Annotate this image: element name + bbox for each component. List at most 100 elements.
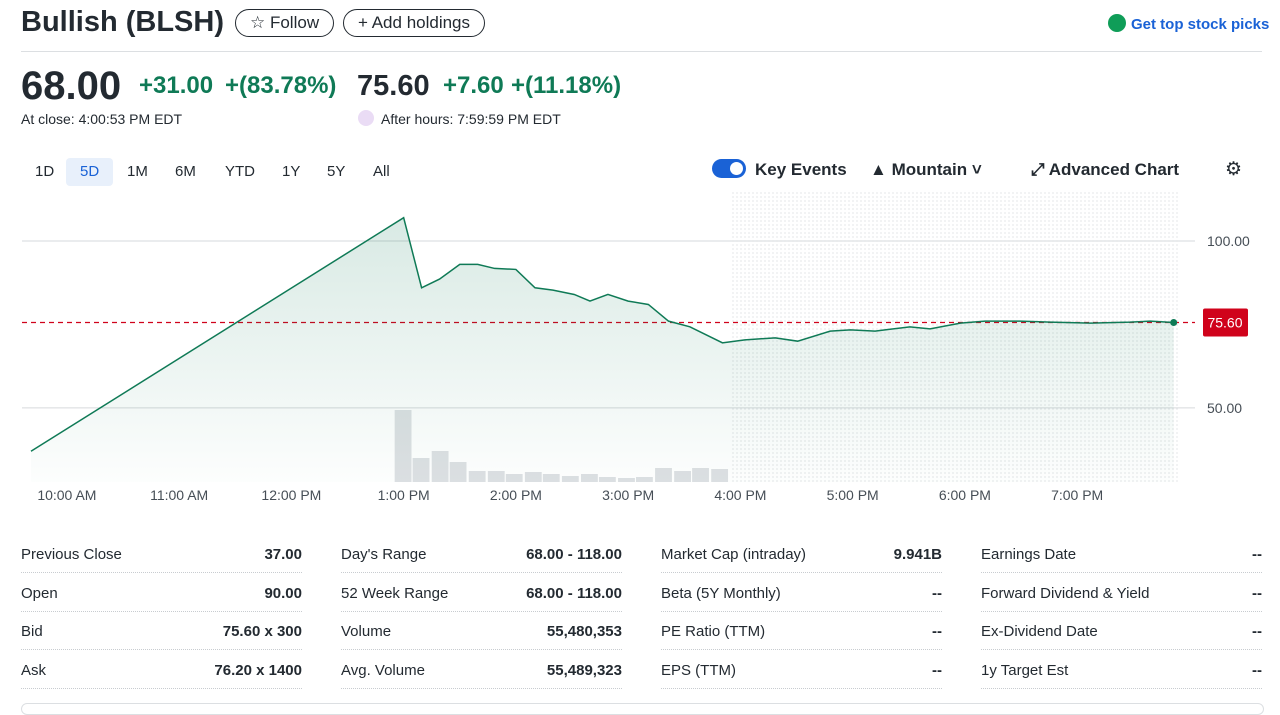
close-time: At close: 4:00:53 PM EDT (21, 111, 183, 127)
stat-value: -- (932, 623, 942, 640)
stat-row: PE Ratio (TTM) -- (661, 615, 942, 650)
range-button[interactable]: 5D (66, 158, 114, 186)
stat-row: Forward Dividend & Yield -- (981, 577, 1262, 612)
range-button[interactable]: 1D (35, 163, 55, 180)
picks-link[interactable]: Get top stock picks (1108, 14, 1269, 33)
x-tick-label: 11:00 AM (150, 487, 208, 503)
x-tick-label: 12:00 PM (261, 487, 321, 503)
chart: 100.00 50.00 10:00 AM 11:00 AM 12:00 PM 1:00 … (22, 190, 1250, 503)
ah-price: 75.60 (357, 70, 430, 102)
stat-value: 68.00 - 118.00 (526, 546, 622, 563)
stat-row: Ask 76.20 x 1400 (21, 654, 302, 689)
advanced-label: Advanced Chart (1048, 160, 1180, 179)
stat-label: EPS (TTM) (661, 661, 736, 679)
range-button[interactable]: 5Y (327, 163, 346, 180)
follow-button[interactable]: ☆ Follow (235, 9, 335, 37)
stat-label: Day's Range (341, 546, 427, 563)
stat-value: -- (932, 584, 942, 602)
stat-row: Day's Range 68.00 - 118.00 (341, 538, 622, 573)
stat-label: Market Cap (intraday) (661, 546, 807, 563)
stat-row: Market Cap (intraday) 9.941B (661, 538, 942, 573)
settings-icon[interactable]: ⚙ (1225, 159, 1243, 180)
mountain-select[interactable]: ▲ Mountain ˅ (870, 160, 982, 179)
next-panel (21, 703, 1264, 715)
stat-value: -- (1252, 546, 1262, 563)
stat-label: Avg. Volume (341, 661, 425, 679)
stat-row: EPS (TTM) -- (661, 654, 942, 689)
add-button[interactable]: + Add holdings (343, 9, 486, 37)
stat-value: -- (1252, 661, 1262, 679)
picks-label: Get top stock picks (1131, 16, 1270, 33)
stat-row: Beta (5Y Monthly) -- (661, 577, 942, 612)
x-tick-label: 5:00 PM (827, 487, 879, 503)
stat-value: 9.941B (893, 546, 942, 563)
stat-value: 75.60 x 300 (222, 623, 302, 640)
change-pct: +(83.78%) (225, 72, 337, 99)
stat-label: 52 Week Range (341, 584, 449, 602)
stat-label: Previous Close (21, 546, 122, 563)
price-line (30, 216, 1174, 452)
moon-icon (358, 110, 374, 126)
stat-label: Open (21, 584, 58, 602)
stat-label: 1y Target Est (981, 661, 1069, 679)
stat-row: Earnings Date -- (981, 538, 1262, 573)
range-button[interactable]: All (373, 163, 390, 180)
end-dot (1170, 318, 1178, 326)
stat-label: Ask (21, 661, 47, 679)
stat-value: -- (1252, 623, 1262, 640)
divider (21, 51, 1262, 52)
price: 68.00 (21, 64, 122, 108)
stat-label: Beta (5Y Monthly) (661, 584, 781, 602)
stat-value: 90.00 (264, 584, 302, 602)
ah-change: +7.60 (443, 72, 504, 99)
stat-label: Earnings Date (981, 546, 1077, 563)
range-button[interactable]: 6M (175, 163, 196, 180)
stat-row: Volume 55,480,353 (341, 615, 622, 650)
mountain-label: Mountain (891, 160, 968, 179)
range-button[interactable]: 1M (127, 163, 148, 180)
stat-label: Ex-Dividend Date (981, 623, 1098, 640)
x-tick-label: 3:00 PM (602, 487, 654, 503)
stat-row: Avg. Volume 55,489,323 (341, 654, 622, 689)
stat-value: 55,489,323 (546, 661, 622, 679)
stat-label: PE Ratio (TTM) (661, 623, 766, 640)
stat-row: Previous Close 37.00 (21, 538, 302, 573)
follow-label: Follow (269, 13, 320, 32)
stat-value: -- (1252, 584, 1262, 602)
stat-row: 1y Target Est -- (981, 654, 1262, 689)
advanced-chart[interactable]: ⤢ Advanced Chart (1031, 160, 1180, 179)
area (30, 217, 1174, 482)
stat-row: 52 Week Range 68.00 - 118.00 (341, 577, 622, 612)
stat-row: Open 90.00 (21, 577, 302, 612)
stat-label: Volume (341, 623, 392, 640)
range-button[interactable]: YTD (225, 163, 255, 180)
x-tick-label: 6:00 PM (939, 487, 991, 503)
stat-row: Ex-Dividend Date -- (981, 615, 1262, 650)
stat-value: 55,480,353 (546, 623, 622, 640)
stat-row: Bid 75.60 x 300 (21, 615, 302, 650)
stat-value: -- (932, 661, 942, 679)
y-tick-label: 50.00 (1207, 400, 1242, 416)
reference-badge (1203, 308, 1248, 337)
stat-value: 68.00 - 118.00 (526, 584, 622, 602)
x-tick-label: 7:00 PM (1051, 487, 1103, 503)
stat-label: Bid (21, 623, 43, 640)
x-tick-label: 4:00 PM (714, 487, 766, 503)
key-events[interactable]: Key Events (755, 160, 847, 179)
reference-label: 75.60 (1207, 314, 1242, 330)
x-tick-label: 1:00 PM (378, 487, 430, 503)
x-tick-label: 10:00 AM (37, 487, 96, 503)
title: Bullish (BLSH) (21, 6, 224, 38)
ah-pct: +(11.18%) (511, 72, 622, 99)
add-label: Add holdings (371, 13, 471, 32)
x-tick-label: 2:00 PM (490, 487, 542, 503)
stat-value: 76.20 x 1400 (214, 661, 302, 679)
stat-label: Forward Dividend & Yield (981, 584, 1150, 602)
toggle[interactable] (712, 159, 746, 178)
change: +31.00 (139, 72, 214, 99)
y-tick-label: 100.00 (1207, 233, 1250, 249)
range-button[interactable]: 1Y (282, 163, 301, 180)
stat-value: 37.00 (264, 546, 302, 563)
ah-time: After hours: 7:59:59 PM EDT (381, 111, 561, 127)
